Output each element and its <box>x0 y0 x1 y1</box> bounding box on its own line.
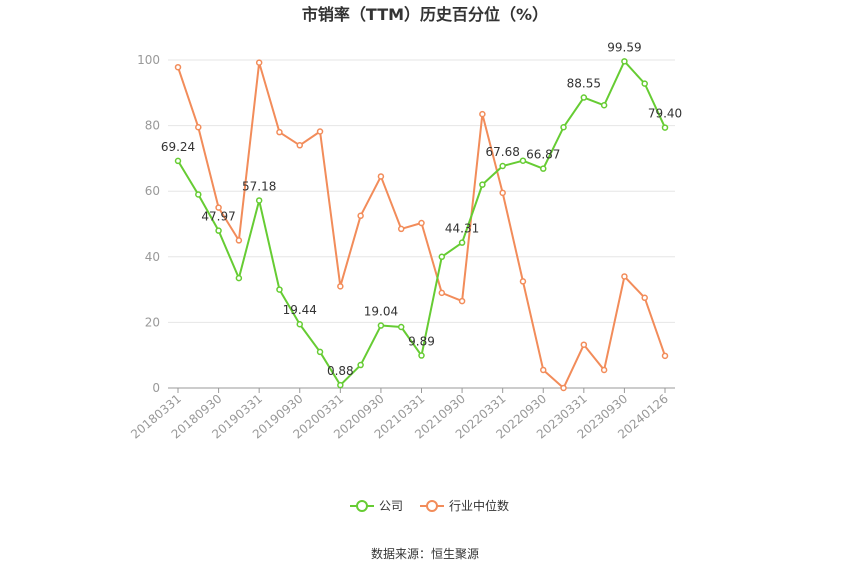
point-0-12 <box>418 352 425 359</box>
point-0-2 <box>215 227 222 234</box>
point-0-22 <box>621 58 628 65</box>
point-1-0 <box>174 63 182 71</box>
legend-marker-1 <box>426 500 438 512</box>
point-1-21 <box>600 366 608 374</box>
point-1-19 <box>560 384 567 392</box>
point-0-16 <box>499 162 506 170</box>
point-0-15 <box>479 181 486 188</box>
y-tick-label: 40 <box>145 250 160 264</box>
point-1-24 <box>661 352 669 360</box>
point-0-23 <box>641 80 648 87</box>
data-label: 79.40 <box>648 107 682 121</box>
point-1-4 <box>255 59 263 66</box>
y-tick-label: 60 <box>145 184 160 198</box>
source-note: 数据来源：恒生聚源 <box>371 546 479 561</box>
data-labels: 69.24 47.97 57.18 19.44 0.88 19.04 9.89 44.31 67… <box>161 40 682 378</box>
point-0-24 <box>661 124 669 131</box>
point-1-11 <box>397 225 405 233</box>
point-0-10 <box>377 322 385 329</box>
chart-title: 市销率（TTM）历史百分位（%） <box>302 5 548 24</box>
point-0-0 <box>174 157 182 165</box>
data-label: 66.87 <box>526 148 560 162</box>
data-label: 99.59 <box>607 40 641 54</box>
point-0-20 <box>580 94 588 101</box>
legend-label-1: 行业中位数 <box>449 498 509 513</box>
y-tick-label: 80 <box>145 119 160 133</box>
point-0-4 <box>255 197 263 204</box>
point-0-6 <box>296 320 303 328</box>
point-0-21 <box>600 102 608 109</box>
point-0-1 <box>195 191 202 198</box>
y-tick-label: 20 <box>145 315 160 329</box>
point-0-13 <box>438 253 446 261</box>
point-1-20 <box>580 341 588 348</box>
point-0-17 <box>519 157 527 164</box>
point-0-18 <box>540 165 547 172</box>
legend[interactable]: 公司 行业中位数 <box>350 498 509 513</box>
point-1-18 <box>540 366 547 374</box>
point-1-13 <box>438 289 446 297</box>
point-0-3 <box>235 274 243 282</box>
y-axis: 0 20 40 60 80 100 <box>137 53 160 395</box>
point-1-8 <box>337 283 344 290</box>
y-tick-label: 0 <box>152 381 160 395</box>
data-label: 69.24 <box>161 140 195 154</box>
point-1-17 <box>519 278 527 285</box>
point-0-9 <box>357 361 364 369</box>
point-1-10 <box>377 173 385 180</box>
point-0-5 <box>276 286 283 293</box>
point-0-11 <box>397 323 405 331</box>
data-label: 0.88 <box>327 364 354 378</box>
data-label: 67.68 <box>485 145 519 159</box>
x-axis: 2018033120180930201903312019093020200331… <box>128 387 675 442</box>
point-1-15 <box>479 110 486 118</box>
point-1-12 <box>418 219 425 227</box>
point-1-9 <box>357 212 364 220</box>
data-label: 44.31 <box>445 222 479 236</box>
data-label: 19.04 <box>364 305 398 319</box>
data-label: 9.89 <box>408 335 435 349</box>
data-label: 47.97 <box>201 210 235 224</box>
legend-label-0: 公司 <box>379 499 403 513</box>
series-layer <box>174 58 669 392</box>
point-1-7 <box>316 128 324 135</box>
y-tick-label: 100 <box>137 53 160 67</box>
point-1-2 <box>215 204 222 211</box>
point-0-19 <box>560 123 567 131</box>
point-1-16 <box>499 189 506 197</box>
data-label: 88.55 <box>567 77 601 91</box>
point-1-1 <box>195 123 202 131</box>
point-1-5 <box>276 128 283 136</box>
point-0-14 <box>458 239 466 246</box>
point-1-3 <box>235 237 243 244</box>
point-1-22 <box>621 273 628 280</box>
legend-marker-0 <box>356 500 368 512</box>
point-1-6 <box>296 142 303 149</box>
point-1-14 <box>458 297 466 305</box>
data-label: 19.44 <box>283 303 317 317</box>
point-0-8 <box>337 381 344 389</box>
point-1-23 <box>641 294 648 302</box>
data-label: 57.18 <box>242 179 276 193</box>
point-0-7 <box>316 348 324 356</box>
